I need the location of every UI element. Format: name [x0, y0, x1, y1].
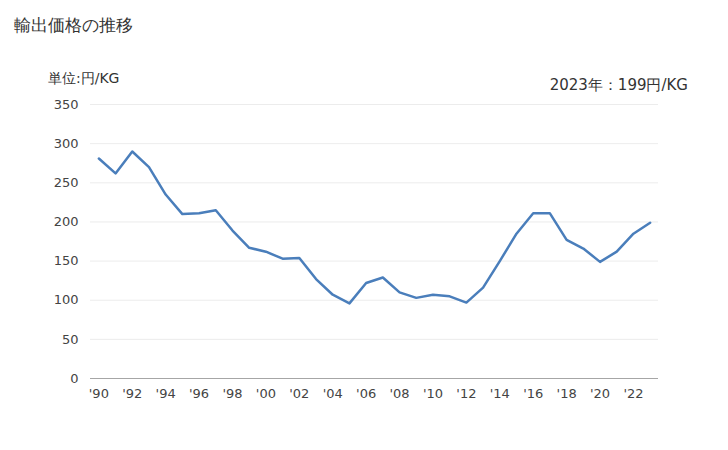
- svg-text:'96: '96: [189, 386, 209, 401]
- html-text:単位:円/KG: 単位:円/KG: [48, 70, 120, 86]
- svg-text:100: 100: [54, 292, 79, 307]
- svg-text:'90: '90: [89, 386, 109, 401]
- svg-text:250: 250: [54, 175, 79, 190]
- svg-text:150: 150: [54, 253, 79, 268]
- svg-text:'22: '22: [623, 386, 643, 401]
- svg-text:'92: '92: [122, 386, 142, 401]
- svg-text:350: 350: [54, 97, 79, 112]
- svg-text:'20: '20: [590, 386, 610, 401]
- svg-text:'16: '16: [523, 386, 543, 401]
- html-text:2023年：199円/KG: 2023年：199円/KG: [549, 76, 688, 94]
- html-text:輸出価格の推移: 輸出価格の推移: [14, 15, 133, 35]
- svg-text:'10: '10: [423, 386, 443, 401]
- svg-text:0: 0: [70, 371, 78, 386]
- svg-text:'08: '08: [389, 386, 409, 401]
- svg-text:'98: '98: [222, 386, 242, 401]
- svg-text:'00: '00: [256, 386, 276, 401]
- svg-text:200: 200: [54, 214, 79, 229]
- svg-text:'12: '12: [456, 386, 476, 401]
- svg-text:'04: '04: [323, 386, 343, 401]
- svg-text:'94: '94: [156, 386, 176, 401]
- svg-text:'18: '18: [557, 386, 577, 401]
- svg-text:'14: '14: [490, 386, 510, 401]
- svg-text:'02: '02: [289, 386, 309, 401]
- svg-text:'06: '06: [356, 386, 376, 401]
- svg-text:50: 50: [62, 332, 79, 347]
- svg-text:300: 300: [54, 136, 79, 151]
